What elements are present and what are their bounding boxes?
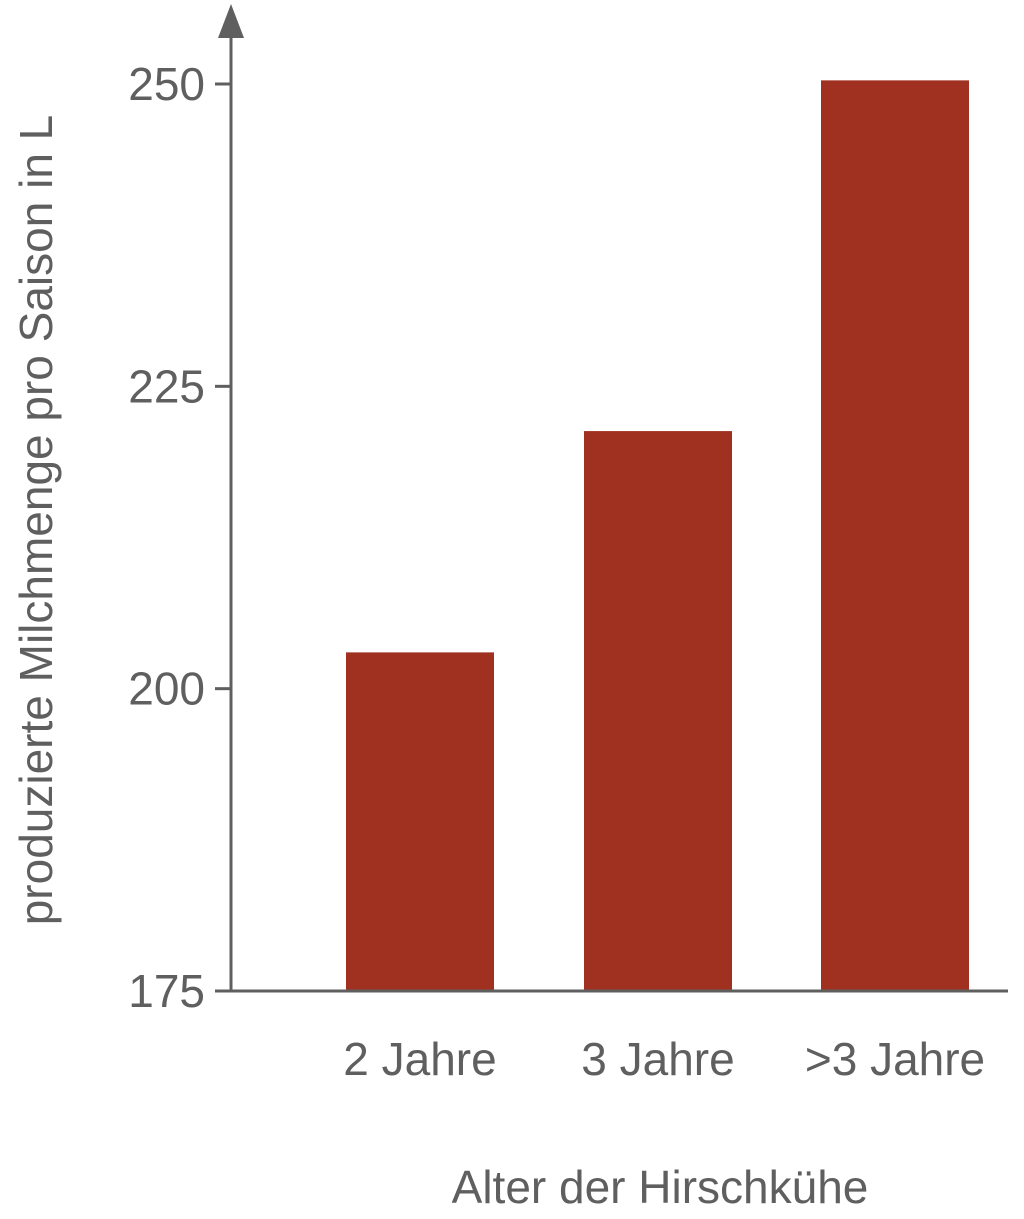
y-tick-label: 225	[128, 360, 205, 412]
y-axis-arrow-icon	[218, 4, 244, 38]
y-axis-title: produzierte Milchmenge pro Saison in L	[10, 115, 62, 926]
y-tick-label: 175	[128, 965, 205, 1017]
y-ticks: 175 200 225 250	[128, 58, 231, 1017]
y-tick-label: 200	[128, 663, 205, 715]
x-axis-title: Alter der Hirschkühe	[452, 1161, 869, 1213]
x-tick-label: 2 Jahre	[343, 1033, 496, 1085]
x-tick-labels: 2 Jahre 3 Jahre >3 Jahre	[343, 1033, 985, 1085]
y-tick-label: 250	[128, 58, 205, 110]
bar	[346, 652, 494, 991]
bars-group	[346, 80, 969, 991]
bar	[821, 80, 969, 991]
x-tick-label: 3 Jahre	[581, 1033, 734, 1085]
y-axis	[218, 4, 244, 992]
x-tick-label: >3 Jahre	[805, 1033, 985, 1085]
bar	[584, 431, 732, 991]
